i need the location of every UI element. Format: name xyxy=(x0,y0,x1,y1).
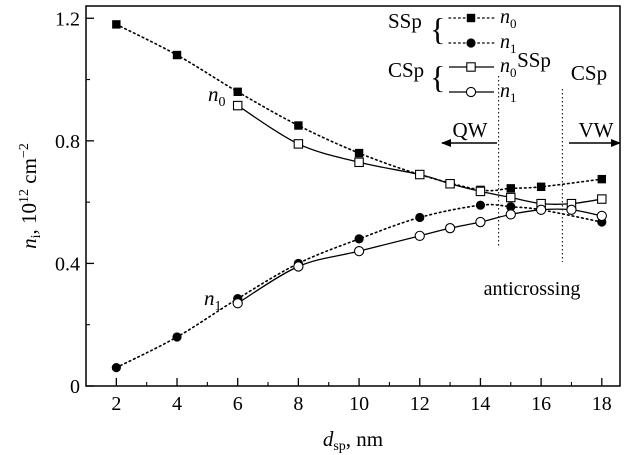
data-point-s1-0 xyxy=(111,363,121,373)
legend-marker-0 xyxy=(466,13,476,23)
data-point-s2-5 xyxy=(475,186,486,197)
data-point-s1-6 xyxy=(475,200,486,210)
series-line-0 xyxy=(115,23,603,192)
x-tick-label-8: 8 xyxy=(293,393,303,415)
curve-label-n0: n0 xyxy=(208,82,226,110)
legend-marker-2 xyxy=(466,62,476,72)
data-point-s1-7 xyxy=(506,202,516,212)
data-point-s2-9 xyxy=(597,194,607,204)
data-point-s3-2 xyxy=(353,246,365,257)
curve-label-n1: n1 xyxy=(204,286,222,314)
data-point-s3-7 xyxy=(535,204,547,215)
x-tick-label-6: 6 xyxy=(233,393,243,415)
data-point-s0-0 xyxy=(112,20,121,29)
axis-ticks: 2 4 6 8 10 12 14 16 18 0 0.4 0.8 1.2 xyxy=(55,8,612,415)
data-point-s3-4 xyxy=(444,223,456,234)
x-tick-label-18: 18 xyxy=(592,393,612,415)
series-line-3 xyxy=(237,208,602,304)
data-point-s0-9 xyxy=(597,174,606,184)
legend-label-csp-n1: n1 xyxy=(500,80,517,105)
x-axis-title: dsp, nm xyxy=(323,427,383,454)
legend-brace-csp: { xyxy=(430,59,445,95)
legend-brace-ssp: { xyxy=(430,11,445,47)
y-tick-label-1: 0.4 xyxy=(55,253,80,275)
data-point-s0-2 xyxy=(233,87,242,97)
legend-group-ssp: SSp xyxy=(388,9,422,33)
data-point-s2-4 xyxy=(445,178,455,189)
data-point-s2-6 xyxy=(506,192,516,203)
data-point-s0-1 xyxy=(172,50,182,60)
data-point-s2-2 xyxy=(354,157,364,168)
legend-label-csp-n0: n0 xyxy=(500,55,517,80)
legend-label-ssp-n0: n0 xyxy=(500,6,517,31)
x-tick-label-16: 16 xyxy=(531,393,551,415)
legend-group-csp: CSp xyxy=(388,58,424,82)
data-point-s3-9 xyxy=(596,210,607,222)
data-point-s3-6 xyxy=(505,209,516,220)
data-point-s3-3 xyxy=(414,230,425,241)
data-point-s3-5 xyxy=(475,216,486,228)
y-tick-label-3: 1.2 xyxy=(55,8,80,30)
data-point-s2-0 xyxy=(232,100,243,111)
x-tick-label-14: 14 xyxy=(470,393,490,415)
x-tick-label-12: 12 xyxy=(410,393,430,415)
y-axis-title: ni, 1012 cm−2 xyxy=(17,143,44,249)
anticrossing-label: anticrossing xyxy=(484,278,581,300)
y-tick-label-0: 0 xyxy=(70,376,80,398)
legend-marker-1 xyxy=(466,38,476,48)
vw-label: VW xyxy=(579,118,614,142)
legend-marker-3 xyxy=(465,86,477,98)
data-point-s0-7 xyxy=(506,184,515,193)
data-point-s0-4 xyxy=(354,148,364,158)
data-point-s1-1 xyxy=(172,332,182,342)
x-tick-label-2: 2 xyxy=(111,393,121,415)
x-tick-label-10: 10 xyxy=(349,393,369,415)
data-point-s1-4 xyxy=(354,234,364,244)
legend: SSp { CSp { n0 n1 n0 n1 xyxy=(388,6,517,105)
data-point-s0-8 xyxy=(536,182,546,192)
series-line-2 xyxy=(237,105,602,205)
data-point-s3-8 xyxy=(566,204,577,215)
reference-lines xyxy=(498,76,563,262)
legend-label-ssp-n1: n1 xyxy=(500,31,517,56)
data-point-s1-5 xyxy=(415,212,425,223)
data-point-s0-3 xyxy=(294,121,303,130)
x-tick-label-4: 4 xyxy=(172,393,182,415)
ssp-line-label: SSp xyxy=(517,48,551,72)
data-point-s2-3 xyxy=(414,169,425,180)
data-point-s3-0 xyxy=(232,298,243,309)
data-point-s2-1 xyxy=(293,139,304,149)
legend-samples xyxy=(448,13,495,98)
csp-line-label: CSp xyxy=(571,61,607,85)
plot-frame xyxy=(85,5,621,387)
data-point-s3-1 xyxy=(293,261,304,272)
y-tick-label-2: 0.8 xyxy=(55,131,80,153)
series-layer xyxy=(111,20,607,373)
series-line-1 xyxy=(115,203,603,369)
qw-label: QW xyxy=(453,118,488,142)
